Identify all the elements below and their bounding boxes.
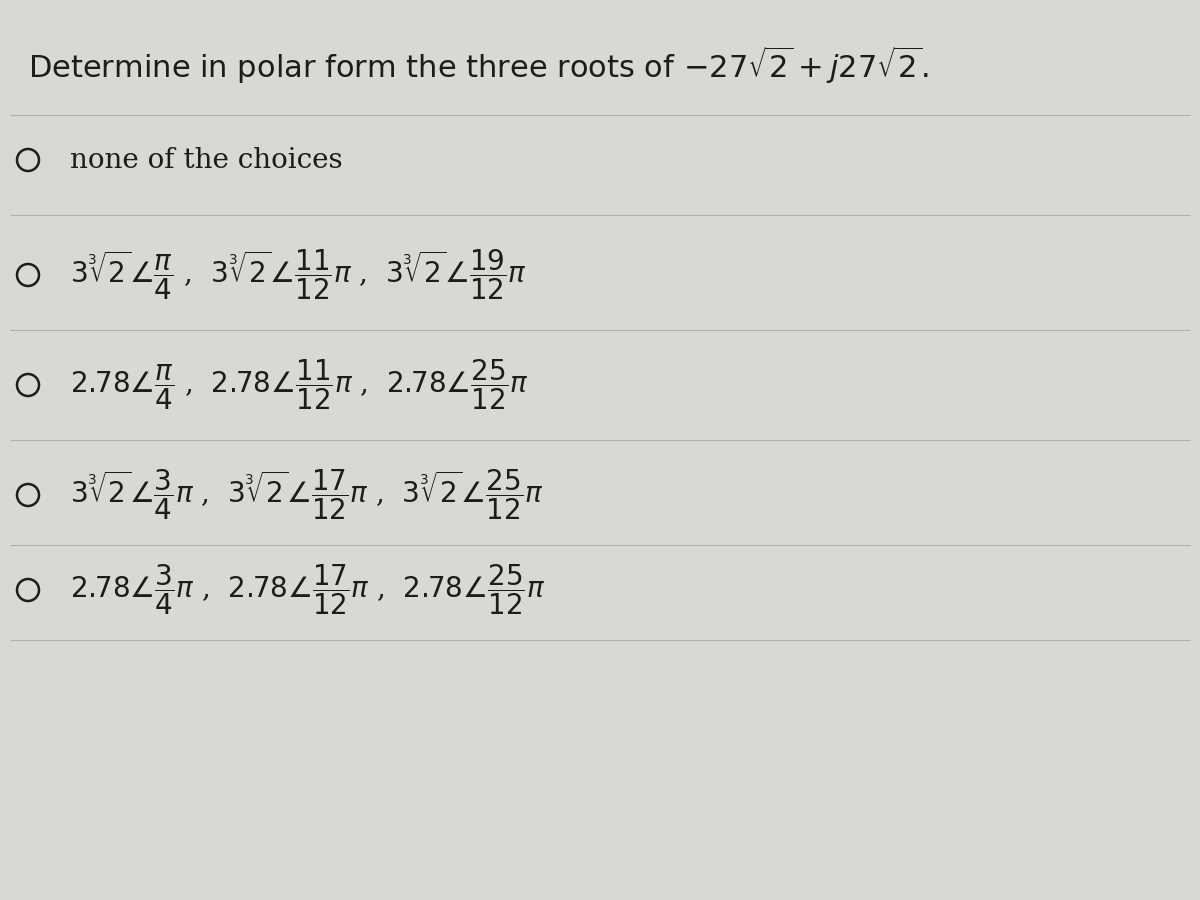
Text: none of the choices: none of the choices <box>70 147 343 174</box>
Text: $3\sqrt[3]{2}\angle\dfrac{3}{4}\pi$ ,  $3\sqrt[3]{2}\angle\dfrac{17}{12}\pi$ ,  : $3\sqrt[3]{2}\angle\dfrac{3}{4}\pi$ , $3… <box>70 468 544 522</box>
Text: $2.78\angle\dfrac{3}{4}\pi$ ,  $2.78\angle\dfrac{17}{12}\pi$ ,  $2.78\angle\dfra: $2.78\angle\dfrac{3}{4}\pi$ , $2.78\angl… <box>70 562 545 617</box>
Text: $3\sqrt[3]{2}\angle\dfrac{\pi}{4}$ ,  $3\sqrt[3]{2}\angle\dfrac{11}{12}\pi$ ,  $: $3\sqrt[3]{2}\angle\dfrac{\pi}{4}$ , $3\… <box>70 248 527 302</box>
Text: Determine in polar form the three roots of $-27\sqrt{2} + j27\sqrt{2}$.: Determine in polar form the three roots … <box>28 44 929 86</box>
Text: $2.78\angle\dfrac{\pi}{4}$ ,  $2.78\angle\dfrac{11}{12}\pi$ ,  $2.78\angle\dfrac: $2.78\angle\dfrac{\pi}{4}$ , $2.78\angle… <box>70 357 529 412</box>
